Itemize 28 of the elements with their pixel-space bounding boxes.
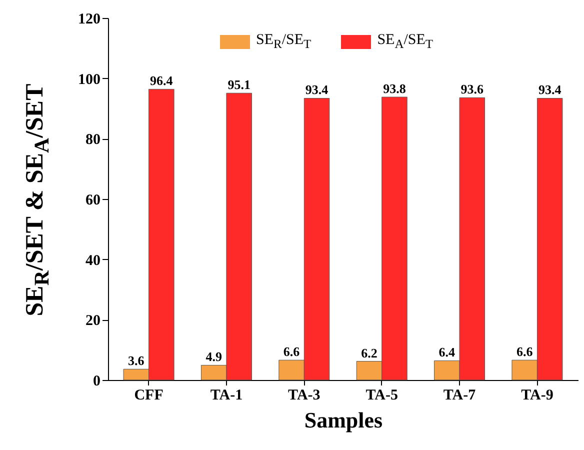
data-label: 6.6: [283, 344, 300, 360]
y-tick-label: 0: [93, 374, 100, 390]
data-label: 6.4: [438, 344, 456, 360]
data-label: 4.9: [206, 349, 222, 364]
y-tick-label: 20: [86, 313, 100, 330]
data-label: 96.4: [150, 73, 174, 88]
x-tick-label: TA-1: [210, 388, 243, 404]
legend-label: SE$_{R}$/SE$_{T}$: [256, 32, 312, 52]
data-label: 3.6: [128, 353, 145, 368]
x-tick-label: TA-3: [288, 388, 320, 404]
x-tick-label: TA-7: [443, 388, 476, 404]
data-label: 93.8: [383, 81, 406, 96]
x-tick-label: CFF: [134, 388, 164, 404]
y-tick-label: 100: [78, 72, 100, 88]
data-label: 6.6: [516, 344, 534, 360]
data-label: 93.6: [460, 82, 484, 97]
y-tick-label: 40: [86, 252, 100, 269]
y-tick-label: 80: [86, 132, 100, 148]
data-label: 93.4: [538, 82, 562, 98]
y-tick-label: 120: [78, 12, 100, 28]
y-tick-label: 60: [86, 192, 100, 208]
data-label: 95.1: [228, 77, 250, 92]
data-label: 93.4: [305, 82, 329, 98]
x-tick-label: TA-9: [521, 388, 554, 404]
x-axis-title: Samples: [304, 408, 384, 432]
data-label: 6.2: [361, 345, 378, 360]
x-tick-label: TA-5: [366, 388, 398, 404]
legend-label: SE$_{A}$/SE$_{T}$: [377, 32, 434, 52]
